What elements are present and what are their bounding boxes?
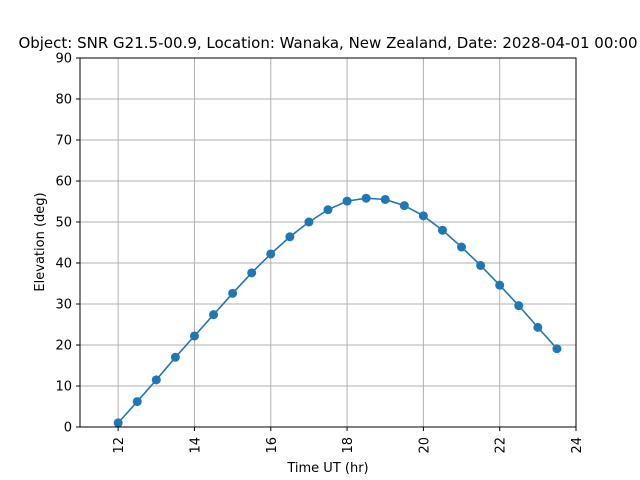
data-point xyxy=(323,205,333,215)
x-axis-label: Time UT (hr) xyxy=(286,461,368,476)
data-point xyxy=(113,418,123,428)
data-point xyxy=(342,196,352,206)
data-point xyxy=(361,193,371,203)
y-tick-label: 50 xyxy=(55,216,72,231)
data-point xyxy=(552,344,562,354)
series-group xyxy=(113,193,562,428)
x-tick-label: 16 xyxy=(265,437,280,454)
data-point xyxy=(476,260,486,270)
x-tick-label: 22 xyxy=(494,437,509,454)
data-point xyxy=(304,217,314,227)
x-axis-ticks: 12 14 16 18 20 22 24 xyxy=(112,427,585,454)
x-tick-label: 24 xyxy=(570,437,585,454)
x-tick-label: 14 xyxy=(188,437,203,454)
x-tick-label: 12 xyxy=(112,437,127,454)
data-point xyxy=(457,242,467,252)
y-tick-label: 40 xyxy=(55,257,72,272)
data-point xyxy=(437,225,447,235)
x-tick-label: 20 xyxy=(417,437,432,454)
plot-frame xyxy=(79,57,577,428)
data-point xyxy=(189,331,199,341)
y-tick-label: 20 xyxy=(55,339,72,354)
data-point xyxy=(266,249,276,259)
y-tick-label: 30 xyxy=(55,298,72,313)
y-tick-label: 90 xyxy=(55,52,72,67)
y-tick-label: 60 xyxy=(55,175,72,190)
data-point xyxy=(285,232,295,242)
data-point xyxy=(170,352,180,362)
data-point xyxy=(495,280,505,290)
data-point xyxy=(247,268,257,278)
data-point xyxy=(399,201,409,211)
data-point xyxy=(418,211,428,221)
y-tick-label: 70 xyxy=(55,134,72,149)
series-line xyxy=(117,197,558,424)
data-point xyxy=(380,194,390,204)
data-point xyxy=(151,375,161,385)
x-tick-label: 18 xyxy=(341,437,356,454)
y-tick-label: 10 xyxy=(55,380,72,395)
grid-lines xyxy=(80,57,577,428)
y-axis-ticks: 0 10 20 30 40 50 60 70 80 90 xyxy=(55,52,80,436)
y-tick-label: 80 xyxy=(55,93,72,108)
chart-title: Object: SNR G21.5-00.9, Location: Wanaka… xyxy=(18,34,637,52)
data-point xyxy=(132,397,142,407)
data-point xyxy=(533,322,543,332)
data-point xyxy=(228,288,238,298)
y-axis-label: Elevation (deg) xyxy=(33,192,48,291)
data-point xyxy=(514,301,524,311)
y-tick-label: 0 xyxy=(64,421,72,436)
data-point xyxy=(209,310,219,320)
